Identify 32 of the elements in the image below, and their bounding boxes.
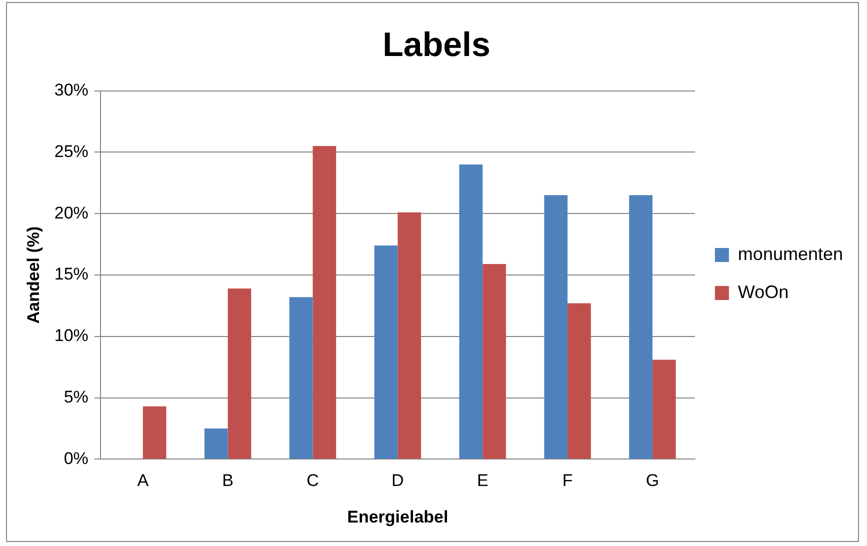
bar [652,360,676,459]
bar [482,264,506,459]
y-tick-label: 25% [54,142,88,161]
bar [544,195,568,459]
bar [459,164,483,459]
x-tick-label: A [137,471,150,490]
x-tick-label: B [222,471,234,490]
bar [398,212,422,459]
y-tick-label: 30% [54,80,88,100]
x-tick-label: F [562,471,573,490]
x-tick-label: E [476,471,488,490]
x-tick-label: C [306,471,319,490]
bar [289,297,313,459]
y-tick-label: 15% [54,264,88,284]
bar [312,146,336,459]
x-axis-title: Energielabel [347,507,448,526]
x-tick-label: D [392,471,404,490]
bar [228,288,252,459]
y-tick-label: 20% [54,203,88,222]
y-tick-label: 5% [64,387,88,406]
bar [204,428,228,459]
chart-title: Labels [382,26,490,64]
legend-label: WoOn [738,282,789,302]
bar [629,195,652,459]
y-tick-label: 0% [64,448,88,468]
bar [568,303,591,459]
x-tick-label: G [646,471,660,490]
y-axis-title: Aandeel (%) [24,226,43,324]
bar [142,406,166,459]
y-tick-label: 10% [54,326,88,346]
bar [374,246,398,459]
legend-label: monumenten [738,244,844,264]
